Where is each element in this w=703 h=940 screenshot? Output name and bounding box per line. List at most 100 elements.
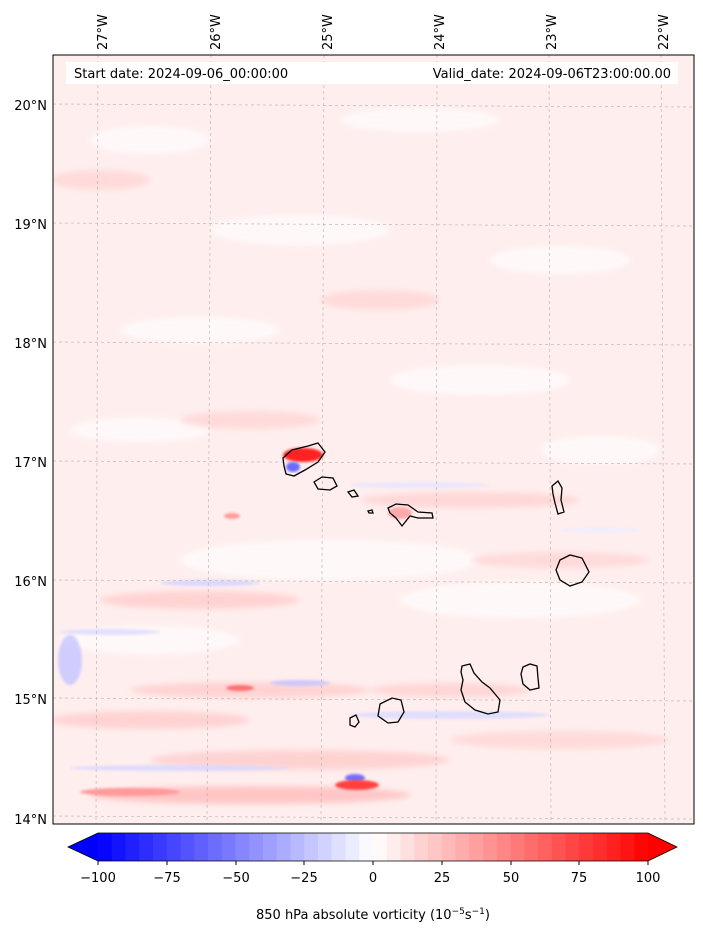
cbar-tick-label: −50 — [222, 871, 249, 886]
colorbar-segment — [428, 833, 443, 861]
island-sal — [551, 480, 565, 515]
lat-label-17n: 17°N — [14, 456, 47, 471]
field-blue-streaks — [58, 482, 640, 782]
colorbar-segment — [538, 833, 553, 861]
lon-label-25w: 25°W — [321, 14, 336, 50]
colorbar-segment — [98, 833, 113, 861]
valid-date-label: Valid_date: 2024-09-06T23:00:00.00 — [433, 67, 671, 82]
colorbar-segment — [593, 833, 608, 861]
colorbar-segment — [441, 833, 456, 861]
start-date-label: Start date: 2024-09-06_00:00:00 — [74, 67, 288, 82]
colorbar-segment — [318, 833, 333, 861]
lat-label-14n: 14°N — [14, 813, 47, 828]
colorbar-segments — [98, 833, 649, 861]
lon-label-26w: 26°W — [209, 14, 224, 50]
colorbar-segment — [276, 833, 291, 861]
lon-label-23w: 23°W — [545, 14, 560, 50]
longitude-labels: 27°W 26°W 25°W 24°W 23°W 22°W — [96, 14, 672, 50]
field-light-patches — [60, 108, 660, 654]
colorbar-segment — [166, 833, 181, 861]
colorbar-low-extend — [68, 833, 98, 861]
lat-label-20n: 20°N — [14, 99, 47, 114]
latitude-labels: 20°N 19°N 18°N 17°N 16°N 15°N 14°N — [14, 99, 47, 828]
colorbar-ticks — [97, 861, 649, 865]
meridian-27w — [95, 55, 99, 824]
cbar-tick-label: 75 — [571, 871, 588, 886]
colorbar-segment — [153, 833, 168, 861]
island-santa-luzia — [346, 489, 360, 498]
colorbar-segment — [139, 833, 154, 861]
island-maio — [520, 663, 540, 691]
field-red-spots — [80, 448, 412, 796]
island-santo-antao — [282, 442, 326, 477]
field-blue-spot — [286, 462, 300, 472]
colorbar-segment — [469, 833, 484, 861]
meridian-22w — [660, 55, 666, 824]
island-fogo — [377, 697, 405, 724]
island-santiago — [460, 663, 501, 715]
meridian-25w — [320, 55, 325, 824]
parallel-18n — [53, 341, 694, 346]
island-brava — [349, 714, 360, 728]
cbar-tick-label: 0 — [369, 871, 377, 886]
gridlines — [53, 55, 694, 824]
parallel-17n — [53, 460, 694, 465]
date-label-box — [66, 62, 678, 84]
cbar-tick-label: −100 — [80, 871, 116, 886]
colorbar-title: 850 hPa absolute vorticity (10−5s−1) — [256, 907, 490, 923]
colorbar-segment — [400, 833, 415, 861]
colorbar-segment — [290, 833, 305, 861]
colorbar-segment — [634, 833, 649, 861]
parallel-20n — [53, 103, 694, 108]
colorbar-segment — [496, 833, 511, 861]
colorbar-segment — [125, 833, 140, 861]
colorbar: −100 −75 −50 −25 0 25 50 75 100 850 hPa … — [67, 832, 678, 923]
colorbar-segment — [620, 833, 635, 861]
colorbar-segment — [208, 833, 223, 861]
meridian-24w — [435, 55, 438, 824]
colorbar-segment — [483, 833, 498, 861]
cbar-tick-label: −25 — [290, 871, 317, 886]
island-boa-vista — [555, 554, 590, 587]
colorbar-segment — [359, 833, 374, 861]
lat-label-15n: 15°N — [14, 693, 47, 708]
lat-label-16n: 16°N — [14, 575, 47, 590]
colorbar-segment — [194, 833, 209, 861]
lon-label-22w: 22°W — [657, 14, 672, 50]
colorbar-segment — [551, 833, 566, 861]
cbar-tick-label: 25 — [434, 871, 451, 886]
colorbar-segment — [249, 833, 264, 861]
meridian-26w — [206, 55, 212, 824]
colorbar-segment — [111, 833, 126, 861]
colorbar-segment — [524, 833, 539, 861]
parallel-15n — [53, 697, 694, 702]
lat-label-18n: 18°N — [14, 337, 47, 352]
cbar-tick-label: 100 — [636, 871, 661, 886]
map-frame — [52, 54, 695, 825]
parallel-19n — [53, 222, 694, 227]
colorbar-segment — [345, 833, 360, 861]
lon-label-24w: 24°W — [433, 14, 448, 50]
meridian-23w — [548, 55, 552, 824]
field-pink-patches — [53, 170, 670, 804]
island-sao-nicolau — [387, 503, 434, 528]
coastlines — [282, 442, 590, 728]
island-islet — [367, 509, 374, 514]
colorbar-segment — [331, 833, 346, 861]
colorbar-segment — [221, 833, 236, 861]
colorbar-segment — [235, 833, 250, 861]
colorbar-segment — [386, 833, 401, 861]
colorbar-segment — [606, 833, 621, 861]
parallel-14n — [53, 815, 694, 820]
colorbar-segment — [510, 833, 525, 861]
lon-label-27w: 27°W — [96, 14, 111, 50]
island-sao-vicente — [313, 476, 338, 491]
cbar-tick-label: −75 — [153, 871, 180, 886]
colorbar-segment — [565, 833, 580, 861]
colorbar-segment — [455, 833, 470, 861]
vorticity-field — [53, 55, 694, 824]
colorbar-segment — [180, 833, 195, 861]
colorbar-high-extend — [648, 833, 677, 861]
